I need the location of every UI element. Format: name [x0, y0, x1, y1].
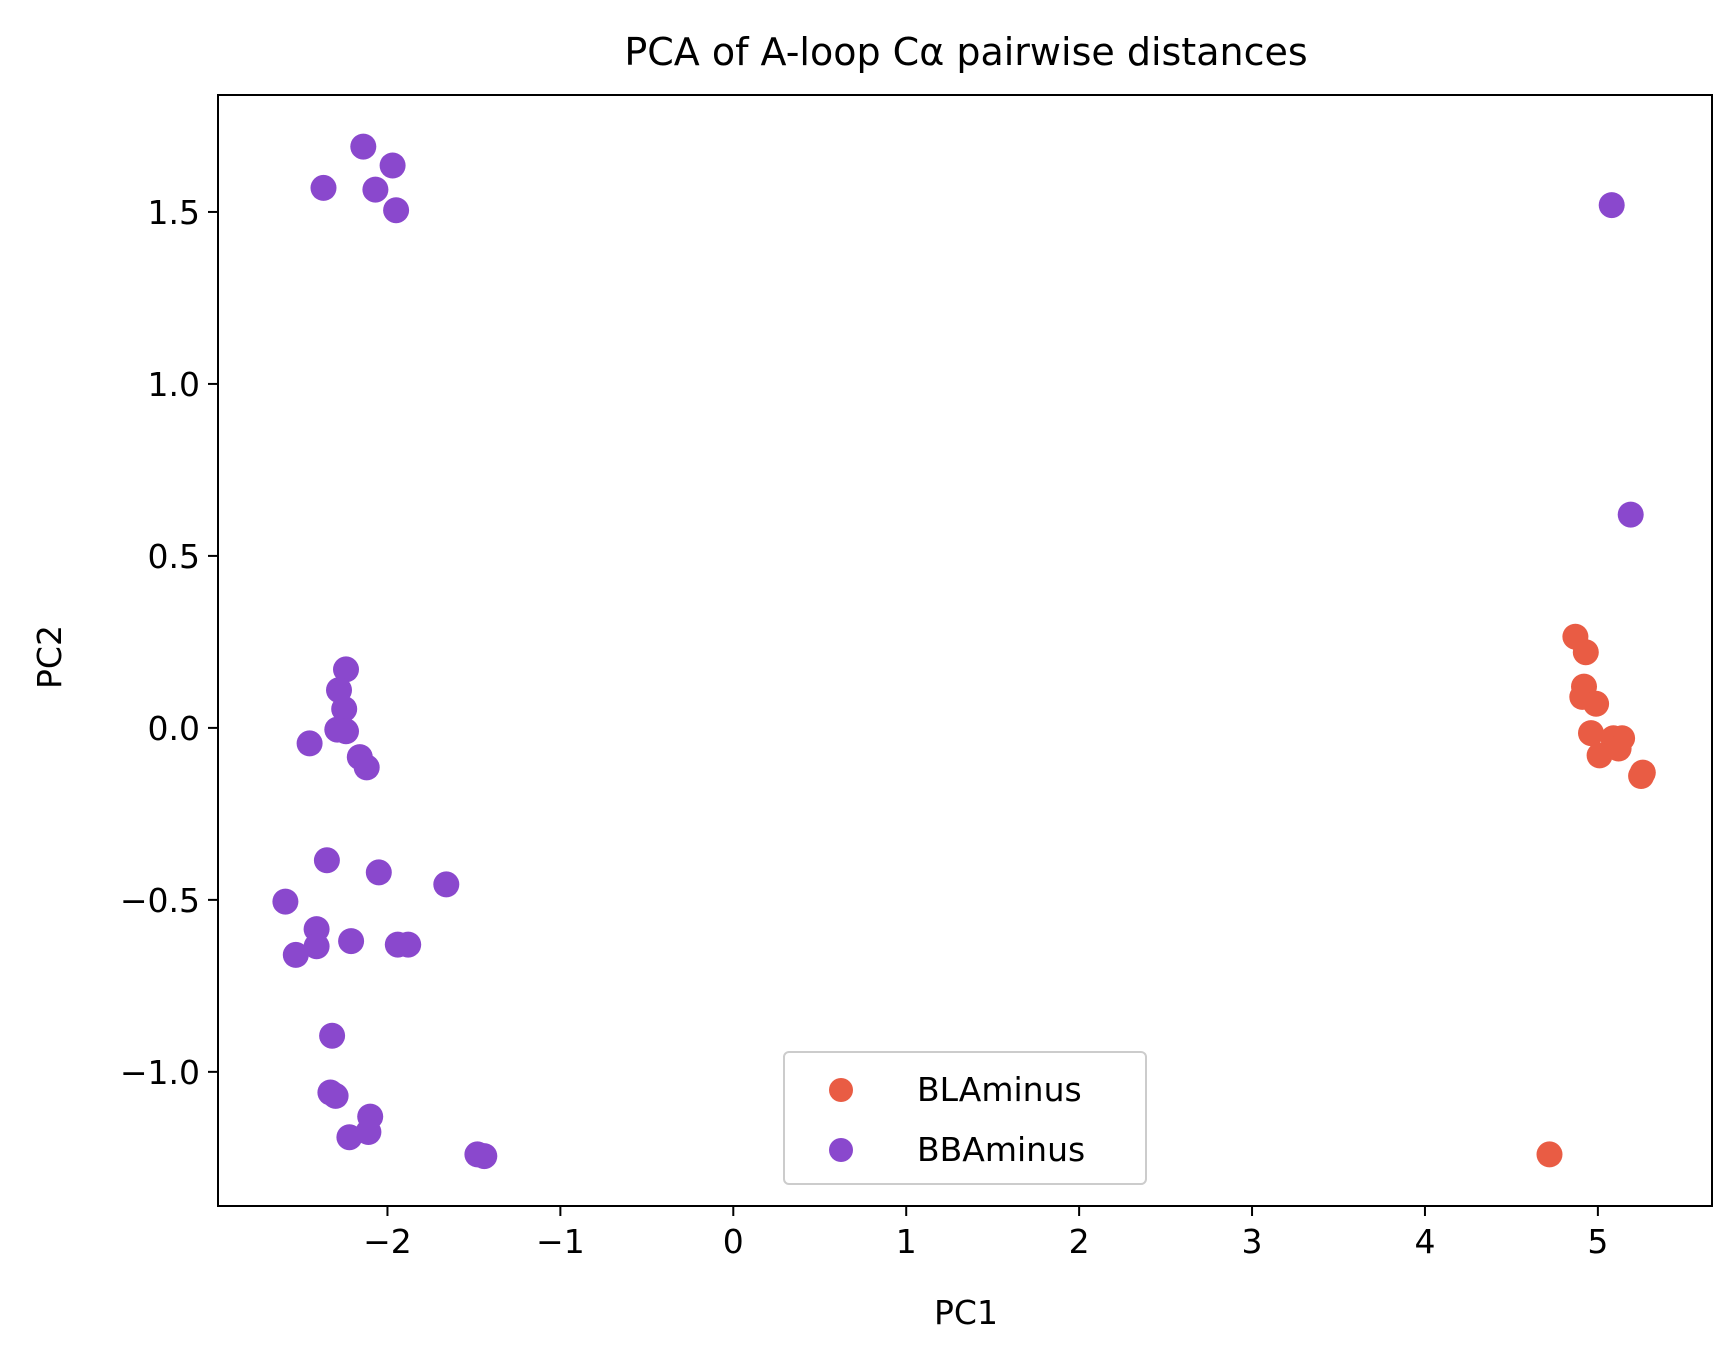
y-tick-label: 1.5: [148, 193, 200, 232]
point-bbaminus: [362, 176, 389, 203]
point-bbaminus: [395, 931, 422, 958]
chart-title: PCA of A-loop Cα pairwise distances: [624, 30, 1307, 74]
point-bbaminus: [282, 941, 309, 968]
point-bbaminus: [383, 197, 410, 224]
legend: BLAminus BBAminus: [783, 1051, 1147, 1185]
x-tick-label: 5: [1587, 1222, 1608, 1261]
plot-points: [272, 133, 1656, 1170]
legend-marker-bbaminus: [829, 1138, 853, 1162]
y-tick-label: −0.5: [120, 881, 200, 920]
point-blaminus: [1578, 720, 1604, 747]
legend-label-blaminus: BLAminus: [917, 1070, 1082, 1109]
point-bbaminus: [471, 1143, 498, 1170]
legend-label-bbaminus: BBAminus: [917, 1130, 1085, 1169]
y-tick-label: 0.5: [148, 537, 200, 576]
point-blaminus: [1628, 763, 1655, 789]
point-bbaminus: [331, 696, 358, 722]
y-axis-label: PC2: [30, 625, 69, 689]
point-blaminus: [1586, 742, 1613, 769]
point-blaminus: [1583, 690, 1610, 717]
point-bbaminus: [1598, 192, 1625, 219]
y-tick-label: 1.0: [148, 365, 200, 404]
point-bbaminus: [272, 888, 299, 915]
x-tick-label: 0: [723, 1222, 744, 1261]
legend-box: [783, 1051, 1147, 1185]
x-tick-label: 3: [1242, 1222, 1263, 1261]
point-bbaminus: [353, 754, 380, 781]
point-bbaminus: [433, 871, 460, 898]
point-bbaminus: [310, 174, 337, 201]
point-bbaminus: [379, 152, 406, 179]
point-bbaminus: [333, 718, 359, 745]
point-bbaminus: [1617, 501, 1644, 528]
legend-marker-blaminus: [829, 1078, 853, 1102]
point-bbaminus: [296, 730, 323, 757]
x-axis-ticks: −2 −1 0 1 2 3 4 5: [363, 1206, 1608, 1261]
point-bbaminus: [313, 847, 340, 874]
point-bbaminus: [333, 656, 359, 683]
point-blaminus: [1572, 639, 1599, 666]
x-tick-label: 1: [896, 1222, 917, 1261]
x-tick-label: −2: [363, 1222, 412, 1261]
y-tick-label: −1.0: [120, 1053, 200, 1092]
point-bbaminus: [350, 133, 377, 160]
point-bbaminus: [365, 859, 392, 886]
point-bbaminus: [338, 928, 365, 955]
x-tick-label: −1: [536, 1222, 585, 1261]
x-tick-label: 2: [1069, 1222, 1090, 1261]
point-bbaminus: [322, 1082, 349, 1109]
point-bbaminus: [303, 933, 330, 960]
y-tick-label: 0.0: [148, 709, 200, 748]
point-bbaminus: [319, 1022, 346, 1049]
x-tick-label: 4: [1414, 1222, 1435, 1261]
plot-frame: [217, 94, 1713, 1207]
y-axis-ticks: −1.0 −0.5 0.0 0.5 1.0 1.5: [120, 193, 218, 1092]
point-bbaminus: [336, 1124, 363, 1151]
x-axis-label: PC1: [934, 1293, 998, 1332]
point-blaminus: [1536, 1141, 1563, 1168]
